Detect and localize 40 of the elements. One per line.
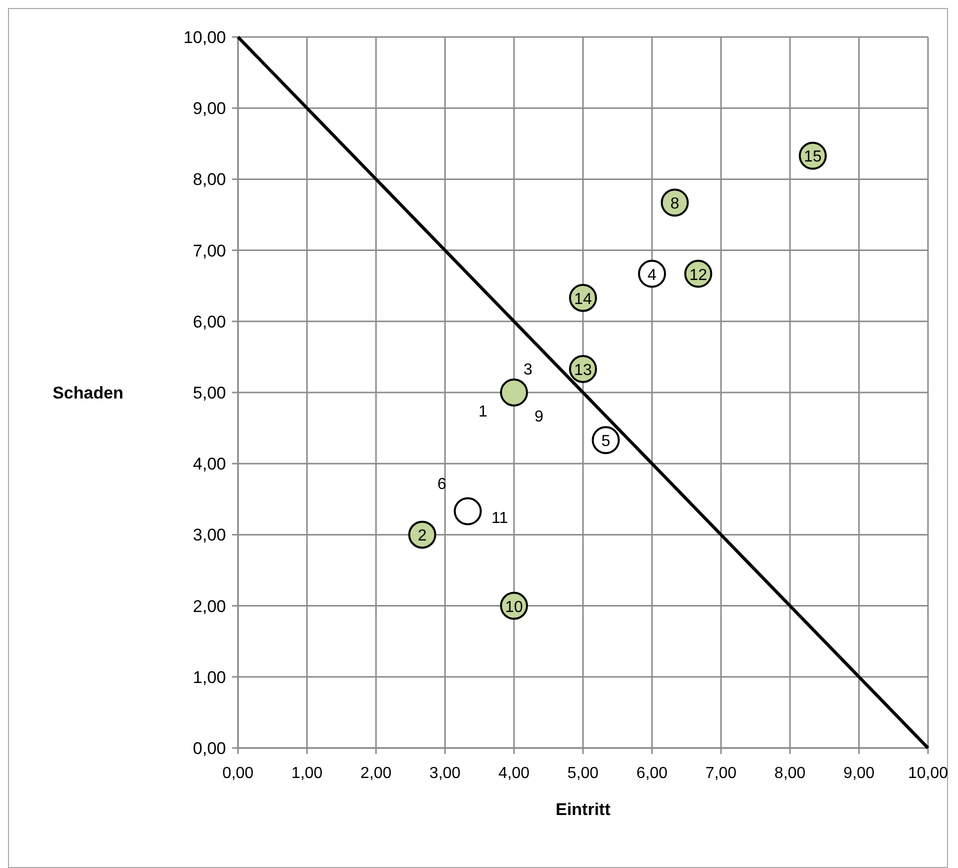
y-tick-label: 3,00 (192, 526, 226, 545)
x-tick-label: 3,00 (429, 765, 461, 782)
annotation: 15 (804, 148, 822, 166)
x-tick-label: 4,00 (498, 765, 530, 782)
y-tick-label: 6,00 (192, 312, 226, 332)
annotation: 14 (574, 290, 592, 308)
y-tick-label: 2,00 (192, 596, 226, 616)
annotation: 9 (534, 408, 544, 426)
x-tick-label: 9,00 (843, 765, 875, 782)
x-tick-label: 0,00 (222, 765, 254, 782)
x-tick-label: 5,00 (567, 765, 599, 782)
y-tick-label: 9,00 (192, 99, 226, 118)
y-tick-label: 1,00 (192, 668, 226, 687)
annotation: 2 (418, 528, 427, 545)
annotation: 10 (505, 598, 523, 616)
x-tick-label: 1,00 (291, 765, 323, 782)
annotation: 8 (670, 196, 680, 213)
y-tick-label: 10,00 (183, 28, 226, 47)
annotation: 13 (574, 362, 592, 380)
annotation: 1 (478, 404, 488, 420)
y-axis-title: Schaden (52, 384, 124, 402)
annotation: 6 (437, 476, 446, 494)
annotation: 11 (491, 510, 508, 528)
annotation: 3 (524, 362, 533, 378)
point (500, 378, 528, 406)
annotation: 4 (648, 266, 657, 284)
x-tick-label: 6,00 (636, 765, 668, 782)
annotation: 5 (601, 433, 610, 450)
y-tick-label: 0,00 (192, 739, 226, 758)
y-tick-label: 4,00 (192, 454, 226, 474)
x-tick-label: 2,00 (360, 765, 392, 782)
y-tick-label: 7,00 (192, 241, 226, 260)
x-tick-label: 7,00 (705, 765, 737, 782)
x-tick-label: 10,00 (908, 765, 948, 782)
y-tick-label: 5,00 (192, 384, 226, 402)
annotation: 12 (689, 266, 708, 284)
point (454, 497, 482, 526)
y-tick-label: 8,00 (192, 170, 226, 190)
x-axis-title: Eintritt (556, 800, 611, 819)
x-tick-label: 8,00 (774, 765, 806, 782)
